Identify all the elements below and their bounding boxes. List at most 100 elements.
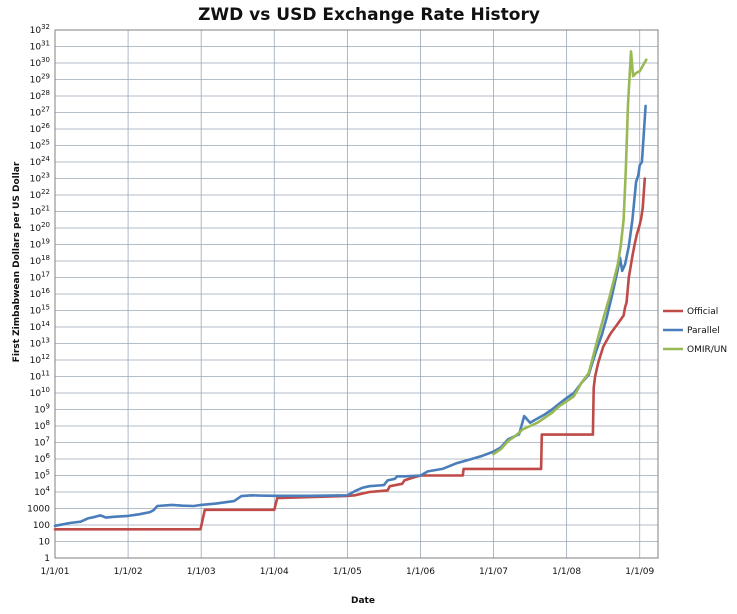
y-tick-exponent: 8	[46, 419, 50, 427]
x-tick-label: 1/1/08	[552, 567, 581, 577]
y-tick-label: 1031	[30, 40, 50, 53]
y-tick-label: 1032	[30, 23, 50, 36]
y-tick-exponent: 15	[41, 304, 50, 312]
x-tick-label: 1/1/05	[333, 567, 362, 577]
y-tick-base: 10	[34, 472, 46, 482]
y-tick-label: 108	[34, 419, 50, 432]
y-tick-label: 1023	[30, 172, 50, 185]
y-tick-base: 10	[30, 76, 42, 86]
y-tick-label: 1018	[30, 254, 50, 267]
y-tick-exponent: 27	[41, 106, 50, 114]
y-tick-base: 10	[34, 422, 46, 432]
y-axis-title: First Zimbabwean Dollars per US Dollar	[12, 161, 22, 362]
y-tick-label: 1022	[30, 188, 50, 201]
y-tick-base: 10	[34, 406, 46, 416]
y-tick-label: 1014	[30, 320, 51, 333]
grid-lines	[54, 29, 658, 559]
chart-title: ZWD vs USD Exchange Rate History	[198, 5, 540, 25]
y-tick-exponent: 24	[41, 155, 50, 163]
y-tick-exponent: 14	[41, 320, 50, 328]
legend-label: Parallel	[687, 326, 720, 336]
y-tick-base: 10	[30, 125, 42, 135]
y-tick-base: 10	[30, 92, 42, 102]
y-tick-exponent: 5	[46, 469, 50, 477]
y-tick-base: 10	[30, 257, 42, 267]
y-tick-exponent: 12	[41, 353, 50, 361]
y-tick-exponent: 9	[46, 403, 50, 411]
y-tick-exponent: 22	[41, 188, 50, 196]
y-tick-base: 10	[30, 389, 42, 399]
legend-label: OMIR/UN	[687, 345, 727, 355]
y-tick-exponent: 13	[41, 337, 50, 345]
y-tick-label: 1011	[30, 370, 50, 383]
y-tick-label: 1024	[30, 155, 51, 168]
x-axis-ticks: 1/1/01 1/1/02 1/1/03 1/1/04 1/1/05 1/1/06 1/1/…	[41, 567, 655, 577]
y-tick-label: 1027	[30, 106, 50, 119]
x-tick-label: 1/1/02	[114, 567, 143, 577]
y-tick-base: 10	[30, 373, 42, 383]
y-tick-label: 1021	[30, 205, 50, 218]
x-tick-label: 1/1/06	[406, 567, 435, 577]
y-tick-base: 10	[30, 43, 42, 53]
y-tick-label: 1029	[30, 73, 50, 86]
y-tick-label: 1025	[30, 139, 50, 152]
y-tick-base: 10	[30, 307, 42, 317]
y-tick-exponent: 16	[41, 287, 50, 295]
y-axis-ticks: 1101001000104105106107108109101010111012…	[27, 23, 50, 564]
y-tick-base: 10	[30, 26, 42, 36]
y-tick-label: 1013	[30, 337, 50, 350]
y-tick-exponent: 21	[41, 205, 50, 213]
y-tick-base: 10	[30, 191, 42, 201]
y-tick-base: 10	[34, 488, 46, 498]
y-tick-base: 10	[30, 208, 42, 218]
y-tick-base: 10	[30, 224, 42, 234]
y-tick-label: 106	[34, 452, 50, 465]
y-tick-exponent: 19	[41, 238, 50, 246]
y-tick-base: 10	[30, 158, 42, 168]
y-tick-base: 10	[30, 241, 42, 251]
series-line-omir-un	[492, 50, 648, 456]
y-tick-label: 1020	[30, 221, 50, 234]
x-axis-title: Date	[351, 596, 375, 606]
y-tick-base: 10	[30, 59, 42, 69]
series-line-parallel	[53, 104, 647, 528]
series-lines	[53, 50, 648, 531]
y-tick-exponent: 23	[41, 172, 50, 180]
y-tick-label: 107	[34, 436, 50, 449]
y-tick-base: 10	[34, 455, 46, 465]
y-tick-base: 10	[30, 142, 42, 152]
x-tick-label: 1/1/07	[479, 567, 508, 577]
legend: Official Parallel OMIR/UN	[663, 307, 727, 355]
x-tick-label: 1/1/04	[260, 567, 289, 577]
y-tick-base: 10	[30, 340, 42, 350]
y-tick-label: 1	[44, 554, 50, 564]
y-tick-label: 1010	[30, 386, 50, 399]
legend-label: Official	[687, 307, 718, 317]
y-tick-label: 1028	[30, 89, 50, 102]
y-tick-label: 10	[39, 538, 51, 548]
y-tick-label: 109	[34, 403, 50, 416]
y-tick-exponent: 32	[41, 23, 50, 31]
x-tick-label: 1/1/09	[625, 567, 654, 577]
y-tick-exponent: 29	[41, 73, 50, 81]
y-tick-exponent: 26	[41, 122, 50, 130]
y-tick-base: 10	[30, 356, 42, 366]
y-tick-base: 10	[30, 323, 42, 333]
x-tick-label: 1/1/03	[187, 567, 216, 577]
y-tick-label: 1015	[30, 304, 50, 317]
y-tick-label: 1012	[30, 353, 50, 366]
y-tick-exponent: 18	[41, 254, 50, 262]
y-tick-base: 10	[34, 439, 46, 449]
y-tick-exponent: 17	[41, 271, 50, 279]
y-tick-label: 104	[34, 485, 50, 498]
y-tick-exponent: 28	[41, 89, 50, 97]
x-tick-label: 1/1/01	[41, 567, 70, 577]
y-tick-exponent: 31	[41, 40, 50, 48]
y-tick-label: 1026	[30, 122, 51, 135]
y-tick-base: 10	[30, 109, 42, 119]
y-tick-exponent: 4	[46, 485, 51, 493]
y-tick-label: 100	[33, 521, 50, 531]
y-tick-exponent: 7	[46, 436, 50, 444]
y-tick-label: 1030	[30, 56, 50, 69]
y-tick-exponent: 6	[46, 452, 51, 460]
